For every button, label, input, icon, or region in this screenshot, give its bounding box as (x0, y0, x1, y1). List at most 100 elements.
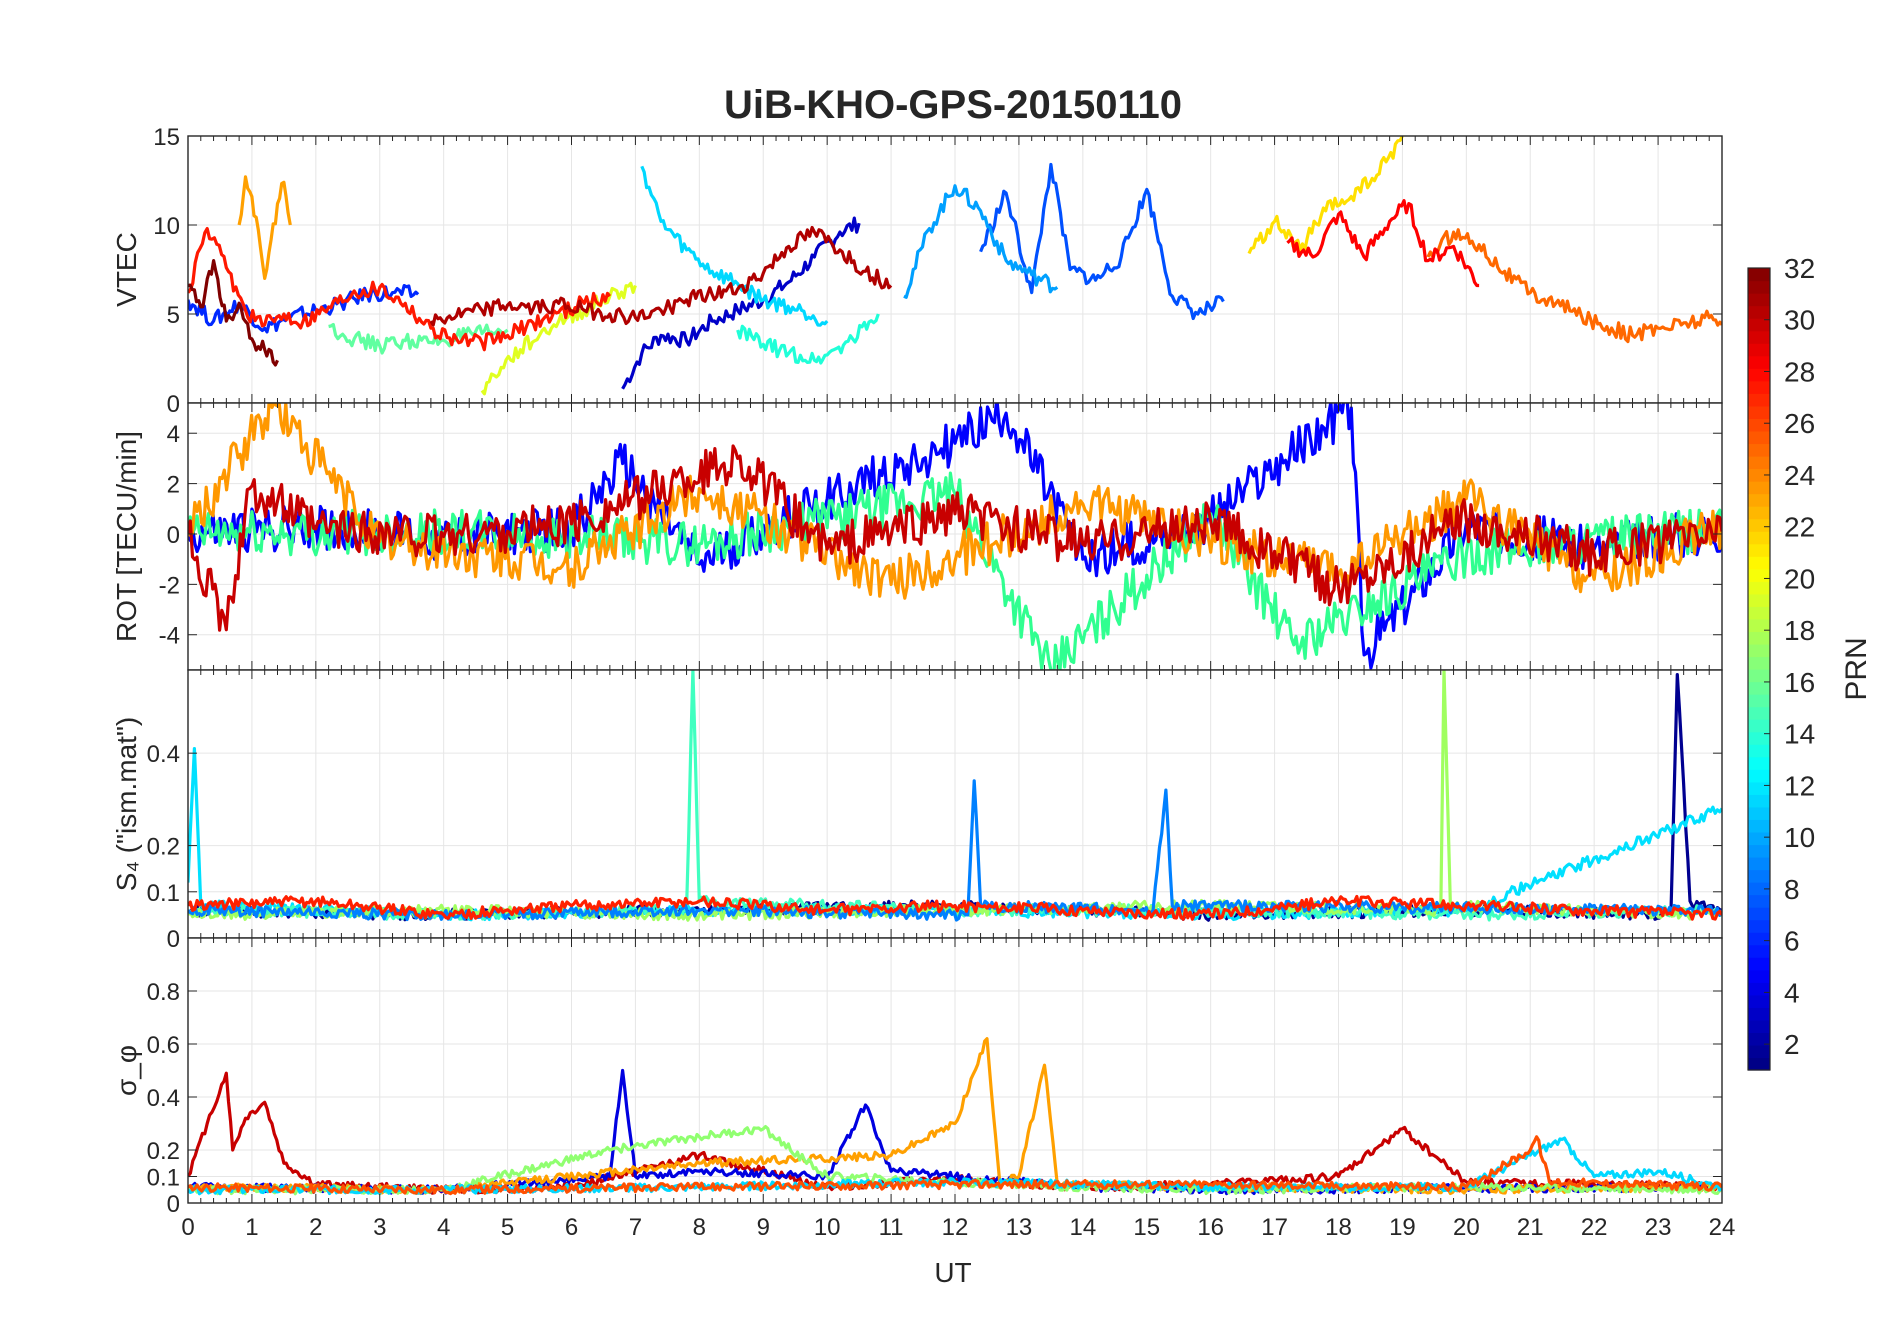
colorbar-swatch (1748, 894, 1770, 908)
colorbar-tick-label: 20 (1784, 563, 1815, 594)
colorbar-swatch (1748, 506, 1770, 520)
y-axis-label: σ_φ (111, 1045, 142, 1096)
panel-vtec: 0 5 10 15 VTEC (111, 124, 1723, 418)
colorbar-swatch (1748, 882, 1770, 896)
colorbar-tick-label: 32 (1784, 253, 1815, 284)
colorbar-swatch (1748, 681, 1770, 695)
series-line-prn-31 (429, 225, 893, 327)
x-tick-label: 18 (1325, 1214, 1352, 1241)
x-tick-label: 11 (879, 1214, 904, 1241)
series-line-prn-24 (1426, 228, 1722, 344)
colorbar-swatch (1748, 794, 1770, 808)
colorbar-swatch (1748, 1032, 1770, 1046)
y-tick-label: 0.1 (147, 880, 180, 907)
colorbar-swatch (1748, 669, 1770, 683)
colorbar-swatch (1748, 443, 1770, 457)
colorbar-swatch (1748, 568, 1770, 582)
colorbar-tick-label: 26 (1784, 408, 1815, 439)
colorbar-swatch (1748, 869, 1770, 883)
colorbar-swatch (1748, 656, 1770, 670)
colorbar-swatch (1748, 856, 1770, 871)
colorbar-swatch (1748, 769, 1770, 783)
colorbar-swatch (1748, 694, 1770, 708)
colorbar-swatch (1748, 907, 1770, 921)
colorbar-swatch (1748, 706, 1770, 720)
x-tick-label: 0 (181, 1214, 194, 1241)
y-tick-label: -2 (159, 572, 180, 599)
x-tick-label: 4 (437, 1214, 450, 1241)
x-tick-label: 17 (1261, 1214, 1288, 1241)
x-tick-label: 3 (373, 1214, 386, 1241)
colorbar-swatch (1748, 806, 1770, 820)
series-group (188, 403, 1722, 670)
colorbar-swatch (1748, 380, 1770, 394)
x-tick-label: 19 (1389, 1214, 1416, 1241)
series-line-prn-22 (237, 175, 292, 280)
x-tick-label: 2 (309, 1214, 322, 1241)
colorbar-tick-label: 30 (1784, 305, 1815, 336)
x-tick-label: 6 (565, 1214, 578, 1241)
colorbar-tick-label: 14 (1784, 719, 1815, 750)
y-tick-label: 4 (167, 421, 180, 448)
colorbar-tick-label: 12 (1784, 770, 1815, 801)
colorbar-swatch (1748, 581, 1770, 595)
y-tick-label: 5 (167, 302, 180, 329)
series-line-prn-13 (736, 313, 880, 365)
y-tick-label: 0 (167, 522, 180, 549)
colorbar-swatch (1748, 343, 1770, 357)
colorbar-swatch (1748, 531, 1770, 545)
y-tick-label: 0.8 (147, 979, 180, 1006)
colorbar-swatch (1748, 919, 1770, 933)
colorbar-swatch (1748, 944, 1770, 958)
y-tick-label: -4 (159, 623, 180, 650)
colorbar-tick-label: 2 (1784, 1029, 1800, 1060)
colorbar-swatch (1748, 744, 1770, 758)
y-tick-label: 0 (167, 1191, 180, 1218)
colorbar-swatch (1748, 355, 1770, 369)
colorbar-swatch (1748, 831, 1770, 846)
y-axis-label: VTEC (111, 232, 142, 307)
colorbar-swatch (1748, 631, 1770, 645)
series-line-prn-28 (188, 894, 1722, 921)
colorbar-tick-label: 22 (1784, 512, 1815, 543)
x-tick-label: 1 (245, 1214, 258, 1241)
colorbar-swatch (1748, 606, 1770, 620)
series-group (188, 670, 1722, 922)
colorbar-label: PRN (1840, 637, 1873, 700)
y-tick-label: 0.4 (147, 741, 180, 768)
colorbar-swatch (1748, 957, 1770, 971)
series-line-prn-25 (188, 1135, 1722, 1196)
colorbar-swatch (1748, 318, 1770, 332)
colorbar-swatch (1748, 1057, 1770, 1071)
colorbar-swatch (1748, 305, 1770, 319)
y-tick-label: 10 (153, 213, 180, 240)
x-tick-label: 8 (693, 1214, 706, 1241)
colorbar-tick-label: 10 (1784, 822, 1815, 853)
x-tick-label: 7 (629, 1214, 642, 1241)
x-tick-label: 21 (1517, 1214, 1544, 1241)
series-line-prn-11 (640, 165, 829, 327)
colorbar-tick-label: 24 (1784, 460, 1815, 491)
x-tick-label: 20 (1453, 1214, 1480, 1241)
x-tick-label: 9 (757, 1214, 770, 1241)
colorbar-swatch (1748, 430, 1770, 445)
colorbar-swatch (1748, 844, 1770, 858)
colorbar-swatch (1748, 994, 1770, 1008)
figure-title: UiB-KHO-GPS-20150110 (724, 83, 1182, 127)
x-tick-label: 5 (501, 1214, 514, 1241)
colorbar-swatch (1748, 719, 1770, 733)
colorbar-tick-label: 6 (1784, 926, 1800, 957)
colorbar-swatch (1748, 643, 1770, 658)
colorbar-swatch (1748, 393, 1770, 407)
colorbar-swatch (1748, 756, 1770, 770)
colorbar-swatch (1748, 493, 1770, 507)
y-tick-label: 15 (153, 124, 180, 151)
x-tick-label: 16 (1197, 1214, 1224, 1241)
colorbar-swatch (1748, 293, 1770, 307)
colorbar-swatch (1748, 1019, 1770, 1034)
colorbar-swatch (1748, 368, 1770, 382)
colorbar-swatch (1748, 932, 1770, 946)
colorbar-swatch (1748, 781, 1770, 795)
